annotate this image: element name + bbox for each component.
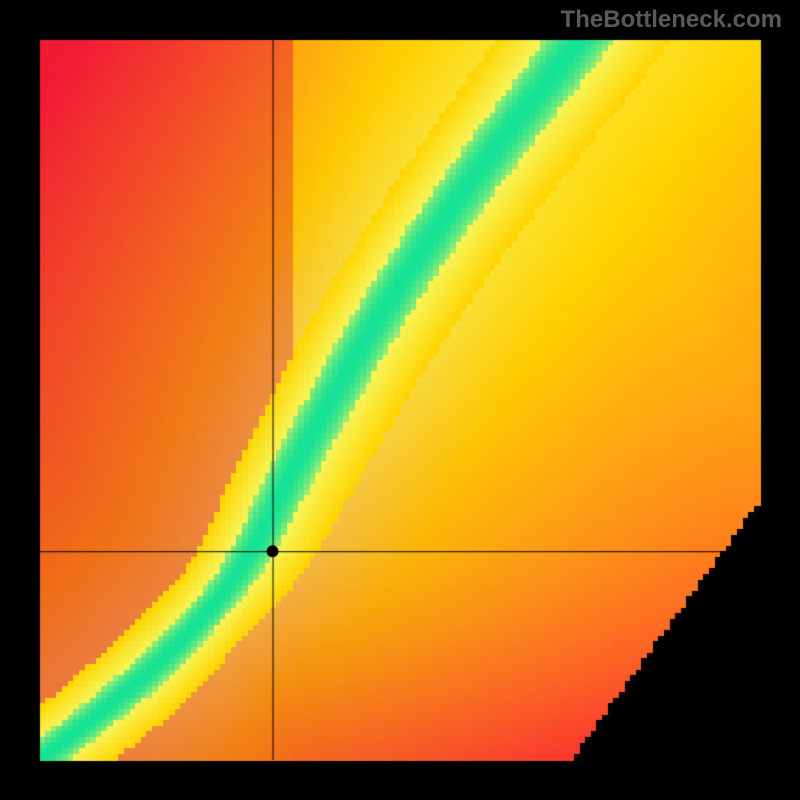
chart-container: { "meta": { "watermark_text": "TheBottle… — [0, 0, 800, 800]
watermark-text: TheBottleneck.com — [561, 6, 782, 34]
bottleneck-heatmap-canvas — [0, 0, 800, 800]
